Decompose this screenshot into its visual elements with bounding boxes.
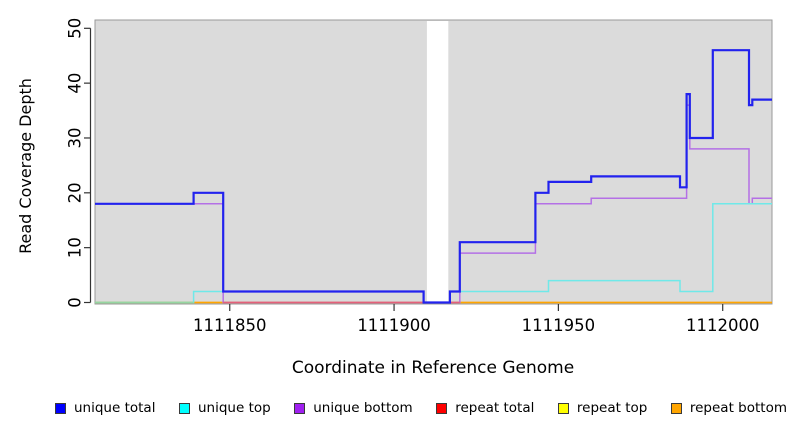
y-tick-label: 50: [66, 18, 85, 39]
legend-swatch-unique-bottom: [294, 402, 306, 414]
legend-item-repeat-bottom: repeat bottom: [670, 400, 787, 416]
legend-label: unique total: [74, 400, 156, 416]
legend-swatch-unique-total: [55, 402, 66, 414]
legend-label: unique top: [198, 400, 271, 416]
x-axis-label: Coordinate in Reference Genome: [292, 358, 574, 378]
y-tick-label: 0: [66, 297, 85, 308]
legend-swatch-repeat-bottom: [670, 402, 682, 414]
x-tick-label: 1111850: [193, 316, 267, 335]
y-axis-label: Read Coverage Depth: [16, 78, 35, 254]
legend-swatch-repeat-total: [436, 402, 448, 414]
series-line-unique-total: [95, 49, 772, 304]
x-tick-label: 1112000: [686, 316, 760, 335]
no-data-band: [426, 21, 449, 303]
legend-item-repeat-total: repeat total: [436, 400, 534, 416]
legend-item-unique-total: unique total: [55, 400, 155, 416]
y-tick-label: 20: [66, 182, 85, 203]
x-tick-label: 1111900: [357, 316, 431, 335]
legend-item-unique-top: unique top: [179, 400, 271, 416]
legend-label: repeat bottom: [689, 400, 787, 416]
x-tick-label: 1111950: [522, 316, 596, 335]
legend-swatch-repeat-top: [557, 402, 569, 414]
legend-item-unique-bottom: unique bottom: [294, 400, 413, 416]
legend-swatch-unique-top: [179, 402, 190, 414]
chart-dynamic-layer: 0 10 20 30 40 50 1111850 1111900 1111950 1112000: [66, 18, 773, 335]
legend-item-repeat-top: repeat top: [557, 400, 648, 416]
y-tick-label: 40: [66, 73, 85, 94]
y-tick-label: 10: [66, 237, 85, 258]
legend-label: repeat top: [576, 400, 648, 416]
y-tick-label: 30: [66, 127, 85, 148]
legend-label: repeat total: [455, 400, 535, 416]
legend: unique total unique top unique bottom repea…: [55, 396, 787, 420]
legend-label: unique bottom: [313, 400, 413, 416]
